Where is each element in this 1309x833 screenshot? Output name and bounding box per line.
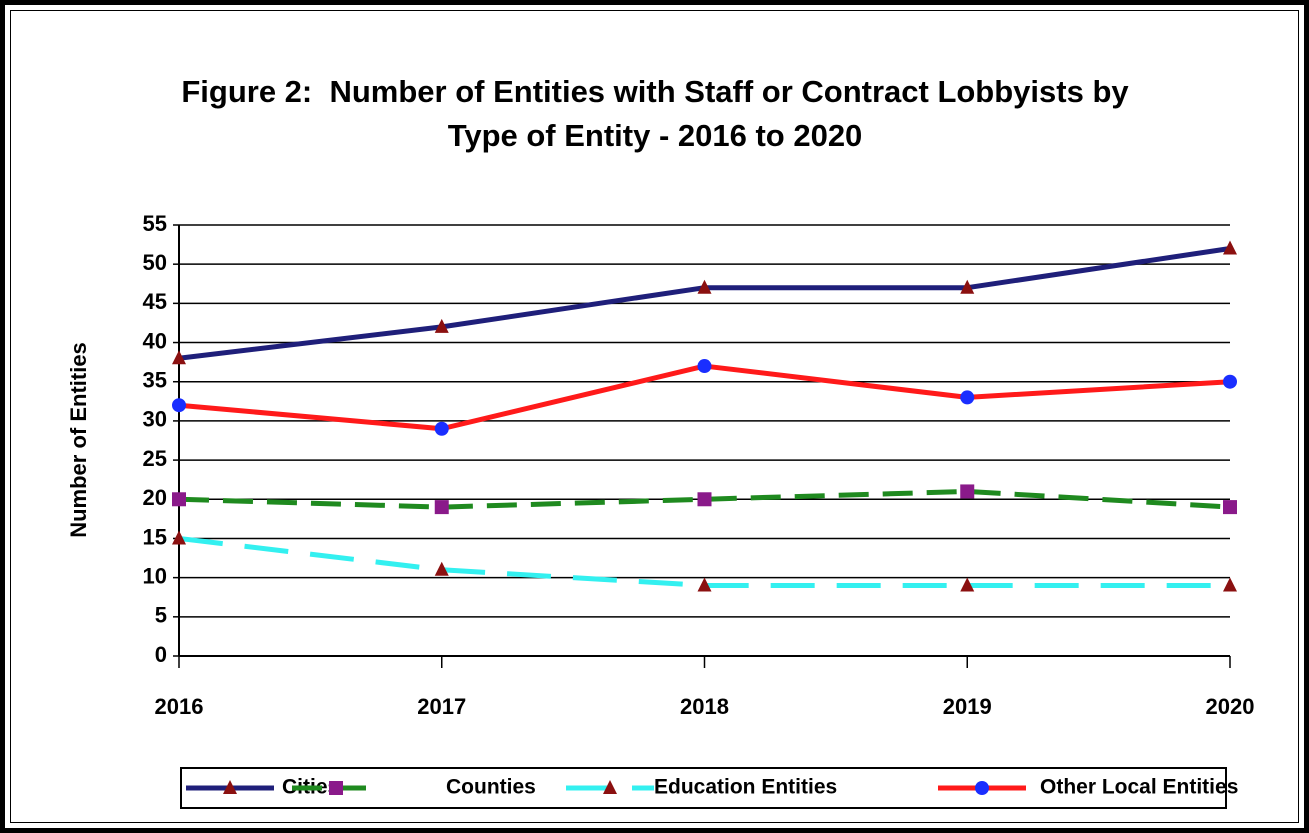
y-tick-label: 0: [155, 642, 167, 667]
legend-label: Education Entities: [654, 776, 837, 799]
data-point: [697, 577, 712, 592]
legend-marker: [975, 781, 989, 795]
y-tick-label: 20: [143, 485, 167, 510]
data-point: [434, 318, 449, 333]
y-tick-label: 40: [143, 328, 167, 353]
y-tick-label: 30: [143, 407, 167, 432]
data-point: [172, 492, 186, 507]
data-point: [1223, 577, 1237, 592]
inner-border: [10, 10, 1299, 823]
data-point: [960, 484, 975, 499]
y-tick-label: 5: [155, 603, 167, 628]
data-point: [960, 577, 975, 592]
x-tick-label: 2018: [680, 694, 729, 719]
x-tick-label: 2017: [417, 694, 466, 719]
legend-marker: [223, 780, 237, 794]
data-point: [1223, 500, 1237, 515]
data-point: [434, 500, 449, 515]
chart-title: Figure 2: Number of Entities with Staff …: [181, 74, 1138, 153]
data-point: [1223, 240, 1237, 255]
legend-label: Other Local Entities: [1040, 776, 1238, 799]
y-tick-label: 35: [143, 368, 167, 393]
x-tick-label: 2019: [943, 694, 992, 719]
data-point: [172, 398, 186, 413]
y-tick-label: 15: [143, 524, 167, 549]
data-point: [960, 390, 975, 405]
data-point: [434, 561, 449, 576]
x-tick-label: 2020: [1206, 694, 1255, 719]
y-tick-label: 45: [143, 289, 167, 314]
legend-marker: [329, 781, 343, 795]
data-point: [172, 350, 186, 365]
y-tick-label: 10: [143, 563, 167, 588]
y-tick-label: 55: [143, 211, 167, 236]
x-tick-label: 2016: [155, 694, 204, 719]
legend-label: Counties: [446, 776, 536, 799]
series-line: [178, 363, 1231, 432]
data-point: [697, 279, 712, 294]
data-point: [697, 359, 712, 374]
data-point: [172, 530, 186, 545]
data-point: [434, 421, 449, 436]
data-point: [1223, 374, 1237, 389]
legend-marker: [603, 780, 617, 794]
y-axis-label: Number of Entities: [66, 342, 91, 538]
data-point: [960, 279, 975, 294]
y-tick-label: 50: [143, 250, 167, 275]
y-tick-label: 25: [143, 446, 167, 471]
data-point: [697, 492, 712, 507]
series-line: [178, 535, 1230, 588]
